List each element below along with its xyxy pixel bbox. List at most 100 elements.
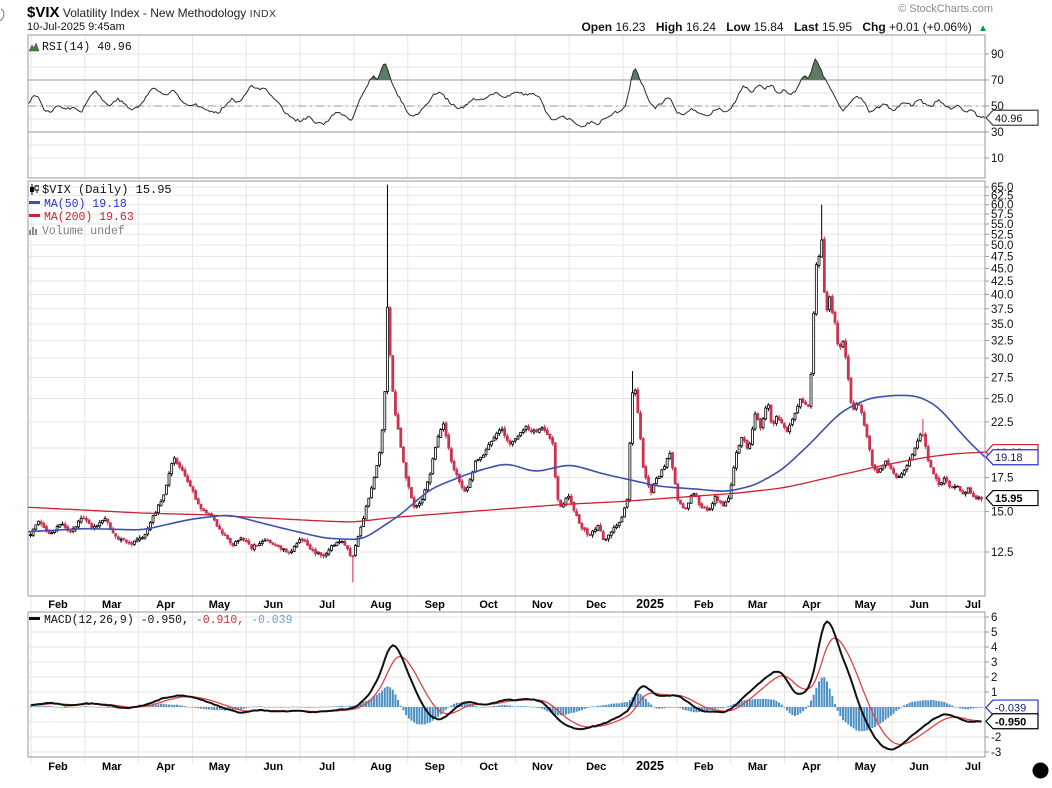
svg-text:70: 70: [991, 75, 1004, 87]
svg-text:May: May: [855, 599, 877, 611]
svg-text:2: 2: [991, 672, 997, 684]
svg-text:Apr: Apr: [156, 761, 176, 773]
svg-text:Mar: Mar: [748, 599, 768, 611]
svg-text:Apr: Apr: [802, 761, 822, 773]
svg-text:15.95: 15.95: [995, 493, 1023, 505]
svg-text:5: 5: [991, 627, 997, 639]
svg-text:Mar: Mar: [102, 599, 122, 611]
rsi-value-tag: [985, 109, 1039, 126]
svg-text:32.5: 32.5: [991, 335, 1013, 347]
svg-text:Jun: Jun: [909, 599, 929, 611]
svg-text:May: May: [209, 599, 231, 611]
svg-text:Jun: Jun: [909, 761, 929, 773]
cursor-dot: [1032, 762, 1049, 779]
svg-text:May: May: [855, 761, 877, 773]
svg-text:57.5: 57.5: [991, 209, 1013, 221]
svg-text:Nov: Nov: [532, 761, 554, 773]
svg-text:Jun: Jun: [263, 761, 283, 773]
svg-text:Dec: Dec: [586, 761, 606, 773]
quote-line: Open 16.23 High 16.24 Low 15.84 Last 15.…: [574, 20, 988, 34]
macd-line-icon: [29, 617, 40, 621]
open-label: Open: [581, 20, 613, 34]
svg-text:10: 10: [991, 153, 1004, 165]
svg-text:Jul: Jul: [319, 599, 335, 611]
svg-text:19.18: 19.18: [995, 452, 1023, 464]
macd-value-tag: [985, 713, 1039, 730]
chg-label: Chg: [862, 20, 886, 34]
low-label: Low: [726, 20, 751, 34]
volume-legend: Volume undef: [42, 224, 125, 238]
chg-value: +0.01 (+0.06%): [889, 20, 972, 34]
axes-layer: 907050301065.062.560.057.555.052.550.047…: [27, 34, 1013, 759]
macd-signal-line: [30, 637, 982, 746]
svg-text:Aug: Aug: [370, 599, 391, 611]
macd-legend-value: MACD(12,26,9) -0.950,: [44, 614, 189, 627]
last-value: 15.95: [821, 20, 852, 34]
svg-text:-3: -3: [991, 747, 1001, 759]
macd-histogram-layer: [29, 677, 983, 732]
up-arrow-icon: ▲: [978, 23, 988, 34]
svg-text:Jul: Jul: [319, 761, 335, 773]
svg-text:Jun: Jun: [263, 599, 283, 611]
svg-text:Nov: Nov: [532, 599, 554, 611]
rsi-legend-text: RSI(14) 40.96: [42, 41, 132, 54]
svg-text:May: May: [209, 761, 231, 773]
svg-text:65.0: 65.0: [991, 182, 1013, 194]
ma50-legend: MA(50) 19.18: [44, 197, 127, 211]
svg-text:42.5: 42.5: [991, 276, 1013, 288]
edge-artifact: [0, 8, 5, 22]
price-panel: [27, 184, 986, 583]
svg-text:Feb: Feb: [694, 599, 714, 611]
svg-text:17.5: 17.5: [991, 473, 1013, 485]
svg-text:22.5: 22.5: [991, 417, 1013, 429]
symbol-label: $VIX: [27, 4, 60, 21]
svg-text:Sep: Sep: [425, 761, 445, 773]
price-legend-ma50-row: MA(50) 19.18: [29, 198, 172, 212]
ma200-line-icon: [29, 214, 40, 218]
svg-text:Oct: Oct: [479, 599, 498, 611]
svg-text:6: 6: [991, 612, 997, 624]
chart-datetime: 10-Jul-2025 9:45am: [27, 21, 125, 33]
svg-text:Aug: Aug: [370, 761, 391, 773]
price-legend-symbol: $VIX (Daily) 15.95: [42, 183, 172, 197]
svg-text:Dec: Dec: [586, 599, 606, 611]
svg-text:45.0: 45.0: [991, 263, 1013, 275]
rsi-legend: RSI(14) 40.96: [29, 41, 132, 55]
rsi-panel: [27, 58, 986, 133]
price-legend-symbol-row: $VIX (Daily) 15.95: [29, 183, 172, 198]
svg-text:-2: -2: [991, 732, 1001, 744]
high-value: 16.24: [685, 20, 716, 34]
svg-text:47.5: 47.5: [991, 251, 1013, 263]
svg-text:Oct: Oct: [479, 761, 498, 773]
low-value: 15.84: [753, 20, 784, 34]
svg-text:40.0: 40.0: [991, 289, 1013, 301]
macd-legend: MACD(12,26,9) -0.950, -0.910, -0.039: [29, 614, 292, 628]
candlestick-icon: [30, 184, 39, 196]
rsi-mountain-icon: [29, 42, 39, 52]
last-label: Last: [793, 20, 819, 34]
svg-text:-0.039: -0.039: [995, 703, 1026, 715]
svg-text:Jul: Jul: [965, 599, 981, 611]
svg-text:2025: 2025: [636, 759, 664, 773]
macd-hist-value: -0.039: [251, 614, 293, 627]
svg-text:25.0: 25.0: [991, 394, 1013, 406]
chart-title: $VIX Volatility Index - New Methodology …: [27, 4, 276, 21]
macd-signal-value: -0.910,: [195, 614, 245, 627]
svg-text:30: 30: [991, 127, 1004, 139]
svg-text:27.5: 27.5: [991, 372, 1013, 384]
exchange-label: INDX: [249, 8, 277, 20]
ma50-line-icon: [29, 200, 40, 204]
svg-text:55.0: 55.0: [991, 219, 1013, 231]
macd-panel: [29, 620, 983, 751]
svg-text:Mar: Mar: [102, 761, 122, 773]
svg-text:2025: 2025: [636, 597, 664, 611]
svg-text:62.5: 62.5: [991, 191, 1013, 203]
svg-text:50.0: 50.0: [991, 240, 1013, 252]
month-labels: Feb Feb Mar Mar Apr Apr May May Jun Jun Jul Jul Aug A…: [48, 597, 981, 773]
symbol-name: Volatility Index - New Methodology: [62, 6, 247, 20]
svg-text:60.0: 60.0: [991, 200, 1013, 212]
svg-text:15.0: 15.0: [991, 507, 1013, 519]
